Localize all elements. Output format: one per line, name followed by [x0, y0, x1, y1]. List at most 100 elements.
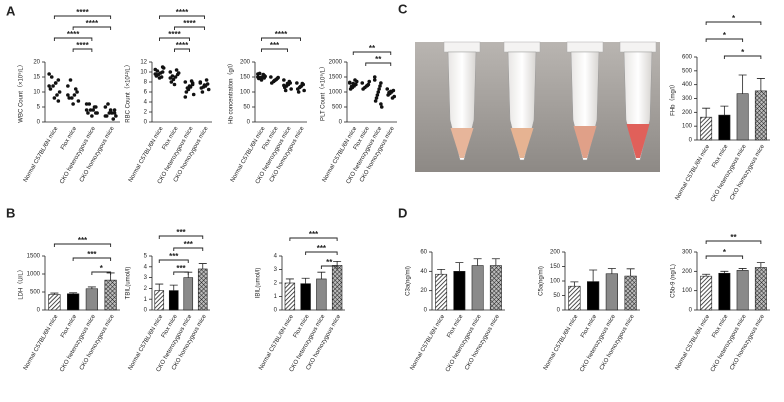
data-point — [372, 78, 377, 82]
y-tick-label: 300 — [682, 96, 693, 102]
x-tick-label: Normal C57BL/6N mice — [675, 313, 712, 371]
error-bar — [756, 262, 765, 268]
significance-label: ** — [730, 233, 737, 242]
data-point — [110, 111, 114, 115]
x-tick-label: CKO homozygous mice — [599, 313, 636, 371]
bar — [154, 290, 165, 311]
error-bar — [589, 269, 598, 282]
significance-label: *** — [317, 244, 327, 253]
data-point — [347, 80, 352, 85]
bar — [67, 293, 80, 311]
y-tick-label: 0 — [37, 120, 41, 126]
x-tick-label: Normal C57BL/6N mice — [23, 313, 60, 371]
significance-label: **** — [76, 41, 89, 50]
y-axis-label: TBIL(umol/l) — [126, 267, 132, 300]
data-point — [86, 111, 90, 115]
x-tick-label: CKO heterozygous mice — [59, 125, 97, 185]
significance-bracket — [91, 271, 112, 275]
data-point — [300, 81, 305, 86]
data-point — [56, 78, 61, 82]
data-point — [379, 81, 383, 85]
y-axis-label: IBIL(umol/l) — [256, 268, 262, 299]
panel-label: A — [6, 3, 16, 18]
significance-label: *** — [309, 230, 319, 239]
x-tick-label: Flox mice — [60, 125, 78, 151]
data-point — [157, 76, 162, 80]
y-tick-label: 12 — [140, 60, 147, 66]
bar — [316, 278, 327, 311]
data-point — [298, 84, 303, 89]
data-point — [48, 87, 53, 91]
bar — [284, 282, 296, 311]
data-point — [70, 96, 74, 100]
data-point — [91, 108, 95, 112]
y-tick-label: 2000 — [329, 60, 343, 66]
bar — [587, 281, 600, 311]
bar — [48, 294, 61, 311]
y-axis-label: Hb concentration（g/l） — [228, 60, 235, 124]
significance-label: *** — [78, 236, 88, 245]
y-tick-label: 15 — [33, 75, 40, 81]
x-tick-label: Normal C57BL/6N mice — [543, 313, 580, 371]
bar — [168, 290, 179, 311]
significance-bracket — [53, 37, 93, 41]
data-point — [169, 80, 174, 84]
y-tick-label: 40 — [420, 269, 427, 275]
data-point — [168, 70, 173, 74]
x-tick-label: CKO homozygous mice — [79, 125, 116, 183]
significance-label: * — [100, 264, 104, 273]
data-point — [373, 99, 378, 103]
data-point — [67, 96, 71, 100]
panel-label: B — [6, 205, 15, 220]
data-point — [49, 75, 54, 79]
data-point — [103, 105, 108, 109]
data-point — [57, 90, 62, 94]
bar — [754, 90, 767, 141]
significance-bracket — [159, 37, 190, 41]
y-tick-label: 2 — [144, 110, 148, 116]
significance-bracket — [158, 235, 204, 239]
data-point — [103, 114, 108, 118]
y-tick-label: 100 — [240, 90, 251, 96]
significance-bracket — [705, 21, 762, 25]
data-point — [174, 68, 179, 72]
bar — [300, 283, 311, 311]
x-tick-label: Flox mice — [711, 143, 729, 169]
x-tick-label: CKO heterozygous mice — [445, 313, 483, 373]
y-tick-label: 200 — [682, 110, 693, 116]
significance-label: **** — [176, 41, 189, 50]
data-point — [206, 87, 211, 92]
data-point — [257, 71, 262, 76]
significance-label: ** — [375, 55, 382, 64]
data-point — [155, 69, 160, 73]
y-tick-label: 150 — [240, 75, 251, 81]
data-point — [282, 83, 286, 88]
significance-label: * — [741, 48, 745, 57]
data-point — [87, 102, 92, 106]
error-bar — [738, 74, 747, 94]
data-point — [200, 90, 205, 94]
significance-bracket — [53, 15, 112, 19]
data-point — [160, 65, 165, 69]
error-bar — [702, 273, 711, 277]
significance-bracket — [173, 271, 189, 275]
data-point — [379, 102, 383, 106]
data-point — [114, 114, 118, 118]
data-point — [173, 75, 178, 79]
data-point — [360, 81, 365, 85]
significance-bracket — [352, 51, 392, 55]
data-point — [53, 81, 58, 85]
significance-bracket — [261, 37, 301, 41]
x-tick-label: CKO homozygous mice — [79, 313, 116, 371]
error-bar — [702, 107, 711, 118]
data-point — [84, 102, 89, 106]
significance-label: **** — [183, 19, 196, 28]
error-bar — [317, 271, 326, 279]
data-point — [94, 111, 98, 115]
data-point — [90, 114, 94, 118]
bar — [435, 273, 448, 311]
data-point — [190, 81, 195, 85]
data-point — [71, 102, 75, 106]
chart: 0 5 10 15 20 WBC Count（×10⁹/L） Normal C57BL/6N… — [18, 8, 120, 185]
panel-label: C — [398, 1, 408, 16]
